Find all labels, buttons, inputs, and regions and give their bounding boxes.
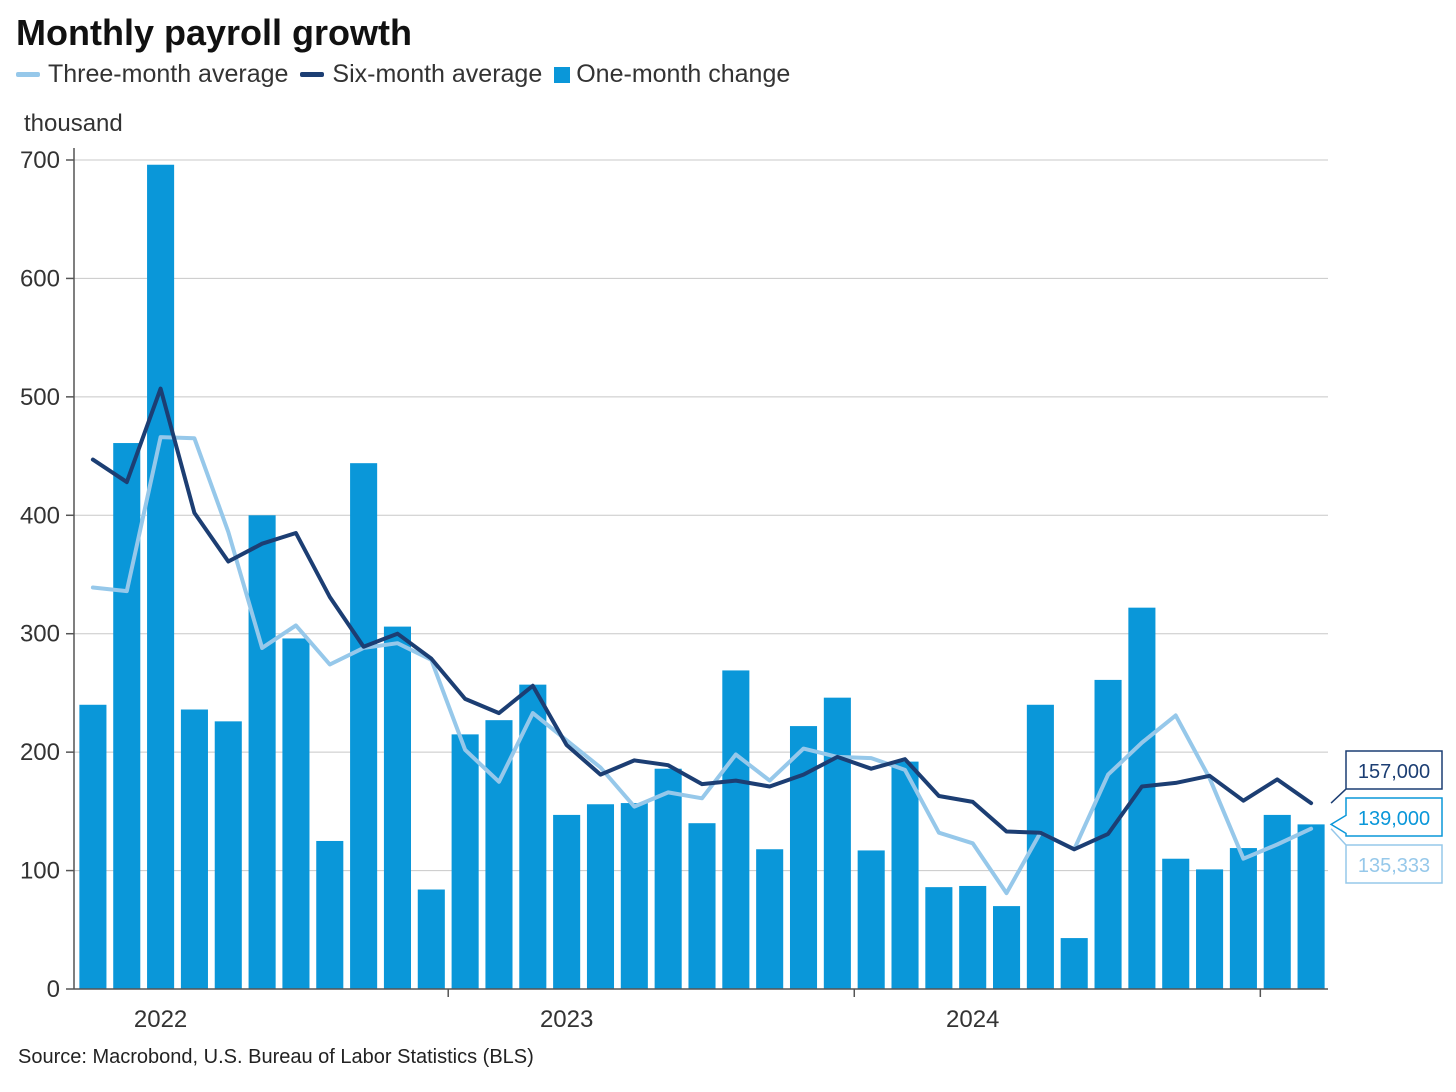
bar-one-month-change (722, 670, 750, 989)
callout-box (1329, 797, 1443, 837)
bar-one-month-change (316, 840, 344, 989)
legend-swatch-six-month (300, 72, 325, 77)
bar-one-month-change (654, 768, 682, 989)
bar-one-month-change (756, 849, 784, 989)
bar-one-month-change (383, 626, 411, 989)
y-tick-label: 300 (20, 621, 60, 648)
bar-one-month-change (959, 885, 987, 989)
source-note: Source: Macrobond, U.S. Bureau of Labor … (18, 1046, 534, 1068)
bar-one-month-change (993, 906, 1021, 989)
bar-one-month-change (857, 850, 885, 989)
bar-one-month-change (553, 814, 581, 989)
bar-one-month-change (1297, 824, 1325, 989)
x-tick-label: 2022 (134, 1006, 187, 1033)
bar-one-month-change (1196, 869, 1224, 989)
value-callouts: 157,000 139,000 135,333 (1329, 750, 1443, 884)
legend: Three-month average Six-month average On… (16, 60, 802, 89)
bar-one-month-change (925, 887, 953, 989)
x-tick-label: 2024 (946, 1006, 999, 1033)
legend-swatch-three-month (16, 72, 40, 77)
chart-title: Monthly payroll growth (16, 12, 412, 53)
bar-one-month-change (688, 823, 716, 989)
bar-one-month-change (891, 761, 919, 989)
legend-label-six-month: Six-month average (332, 60, 543, 88)
bar-one-month-change (79, 704, 107, 989)
y-axis-unit-label: thousand (24, 110, 123, 137)
bar-one-month-change (620, 803, 648, 989)
callout-label: 139,000 (1358, 808, 1430, 830)
bar-one-month-change (180, 709, 208, 989)
y-tick-label: 400 (20, 502, 60, 529)
callout-label: 157,000 (1358, 761, 1430, 783)
axes: 0 100 200 300 400 500 600 700 2022 2023 2024 (20, 147, 1328, 1033)
average-lines (90, 386, 1314, 896)
legend-label-three-month: Three-month average (48, 60, 289, 88)
y-tick-label: 600 (20, 265, 60, 292)
y-tick-label: 200 (20, 739, 60, 766)
callout-label: 135,333 (1358, 855, 1430, 877)
bar-one-month-change (586, 804, 615, 989)
line-six-month-average (90, 386, 1314, 852)
bar-one-month-change (214, 721, 242, 989)
y-tick-label: 0 (47, 976, 60, 1003)
bar-one-month-change (248, 515, 276, 989)
callout-box (1330, 750, 1443, 804)
bar-one-month-change (451, 734, 479, 989)
bar-one-month-change (282, 638, 310, 989)
bar-one-month-change (147, 164, 175, 990)
y-tick-label: 500 (20, 384, 60, 411)
bars-one-month-change (79, 164, 1325, 990)
x-tick-label: 2023 (540, 1006, 593, 1033)
bar-one-month-change (823, 697, 851, 989)
legend-item-one-month: One-month change (554, 60, 790, 89)
bar-one-month-change (789, 726, 818, 989)
y-tick-label: 700 (20, 147, 60, 174)
legend-item-six-month: Six-month average (300, 60, 542, 89)
line-three-month-average (90, 435, 1314, 896)
bar-one-month-change (1060, 938, 1088, 989)
legend-swatch-one-month (554, 66, 571, 83)
legend-label-one-month: One-month change (576, 60, 791, 88)
y-tick-label: 100 (20, 858, 60, 885)
bar-one-month-change (113, 443, 141, 989)
legend-item-three-month: Three-month average (16, 60, 288, 89)
bar-one-month-change (1162, 858, 1190, 989)
bar-one-month-change (1229, 848, 1257, 989)
bar-one-month-change (350, 463, 378, 990)
bar-one-month-change (417, 889, 445, 989)
